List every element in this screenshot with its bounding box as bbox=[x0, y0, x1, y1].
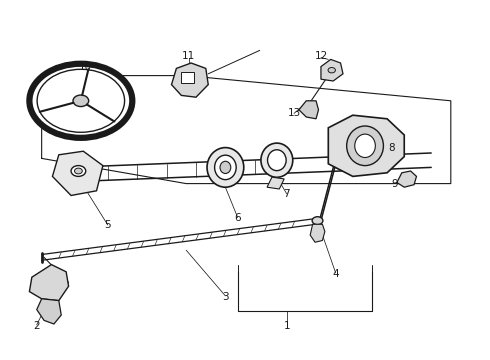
Ellipse shape bbox=[347, 126, 384, 166]
Text: 8: 8 bbox=[389, 143, 395, 153]
Polygon shape bbox=[172, 63, 208, 97]
Ellipse shape bbox=[74, 168, 82, 174]
Polygon shape bbox=[328, 115, 404, 176]
Text: 13: 13 bbox=[287, 108, 301, 118]
Ellipse shape bbox=[215, 155, 236, 180]
Polygon shape bbox=[321, 59, 343, 81]
Polygon shape bbox=[181, 72, 194, 83]
Polygon shape bbox=[37, 299, 61, 324]
Text: 6: 6 bbox=[234, 213, 241, 223]
Ellipse shape bbox=[29, 64, 132, 138]
Polygon shape bbox=[299, 101, 318, 119]
Polygon shape bbox=[52, 151, 103, 195]
Ellipse shape bbox=[207, 148, 244, 187]
Text: 9: 9 bbox=[391, 179, 398, 189]
Polygon shape bbox=[29, 265, 69, 301]
Ellipse shape bbox=[355, 134, 375, 158]
Polygon shape bbox=[397, 171, 416, 187]
Ellipse shape bbox=[37, 69, 124, 132]
Polygon shape bbox=[267, 177, 284, 189]
Text: 4: 4 bbox=[332, 269, 339, 279]
Ellipse shape bbox=[71, 166, 86, 176]
Text: 7: 7 bbox=[283, 189, 290, 199]
Ellipse shape bbox=[268, 150, 286, 171]
Polygon shape bbox=[310, 224, 325, 242]
Ellipse shape bbox=[312, 217, 323, 225]
Text: 5: 5 bbox=[104, 220, 111, 230]
Text: 1: 1 bbox=[283, 321, 290, 331]
Text: 12: 12 bbox=[314, 51, 328, 61]
Ellipse shape bbox=[220, 161, 231, 174]
Ellipse shape bbox=[328, 68, 336, 73]
Text: 10: 10 bbox=[79, 62, 92, 72]
Ellipse shape bbox=[261, 143, 293, 177]
Text: 11: 11 bbox=[182, 51, 196, 61]
Text: 3: 3 bbox=[222, 292, 229, 302]
Ellipse shape bbox=[73, 95, 89, 107]
Text: 2: 2 bbox=[33, 321, 40, 331]
